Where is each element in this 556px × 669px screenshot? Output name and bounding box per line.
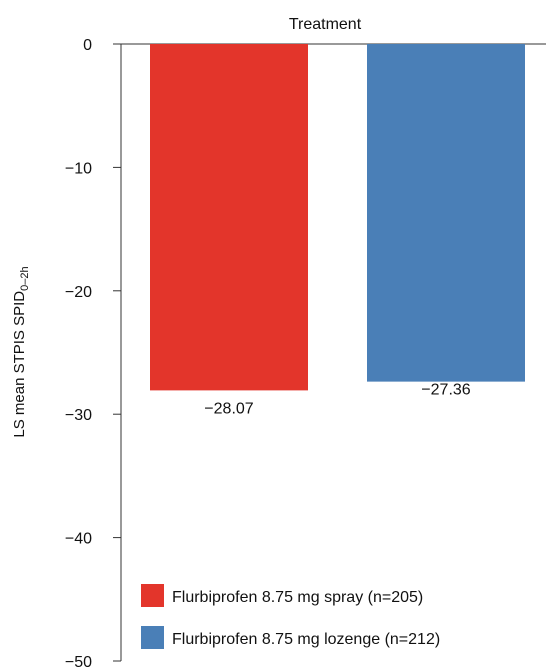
legend-label: Flurbiprofen 8.75 mg spray (n=205) <box>172 589 423 606</box>
y-axis-label: LS mean STPIS SPID0–2h <box>11 266 31 437</box>
bar-lozenge <box>367 44 525 382</box>
legend-label: Flurbiprofen 8.75 mg lozenge (n=212) <box>172 631 440 648</box>
y-tick-label: −40 <box>65 531 92 548</box>
y-tick-label: 0 <box>83 37 92 54</box>
y-axis-label-main: LS mean STPIS SPID <box>11 291 28 438</box>
y-axis-label-subscript: 0–2h <box>19 266 31 290</box>
bar-value-label: −27.36 <box>421 382 470 399</box>
legend: Flurbiprofen 8.75 mg spray (n=205) Flurbi… <box>141 584 440 649</box>
legend-swatch <box>141 626 164 649</box>
y-tick-label: −20 <box>65 284 92 301</box>
y-tick-label: −50 <box>65 654 92 669</box>
y-tick-label: −10 <box>65 160 92 177</box>
y-tick-label: −30 <box>65 407 92 424</box>
legend-swatch <box>141 584 164 607</box>
bar-value-label: −28.07 <box>204 400 253 417</box>
chart-title: Treatment <box>289 16 362 33</box>
bar-spray <box>150 44 308 391</box>
